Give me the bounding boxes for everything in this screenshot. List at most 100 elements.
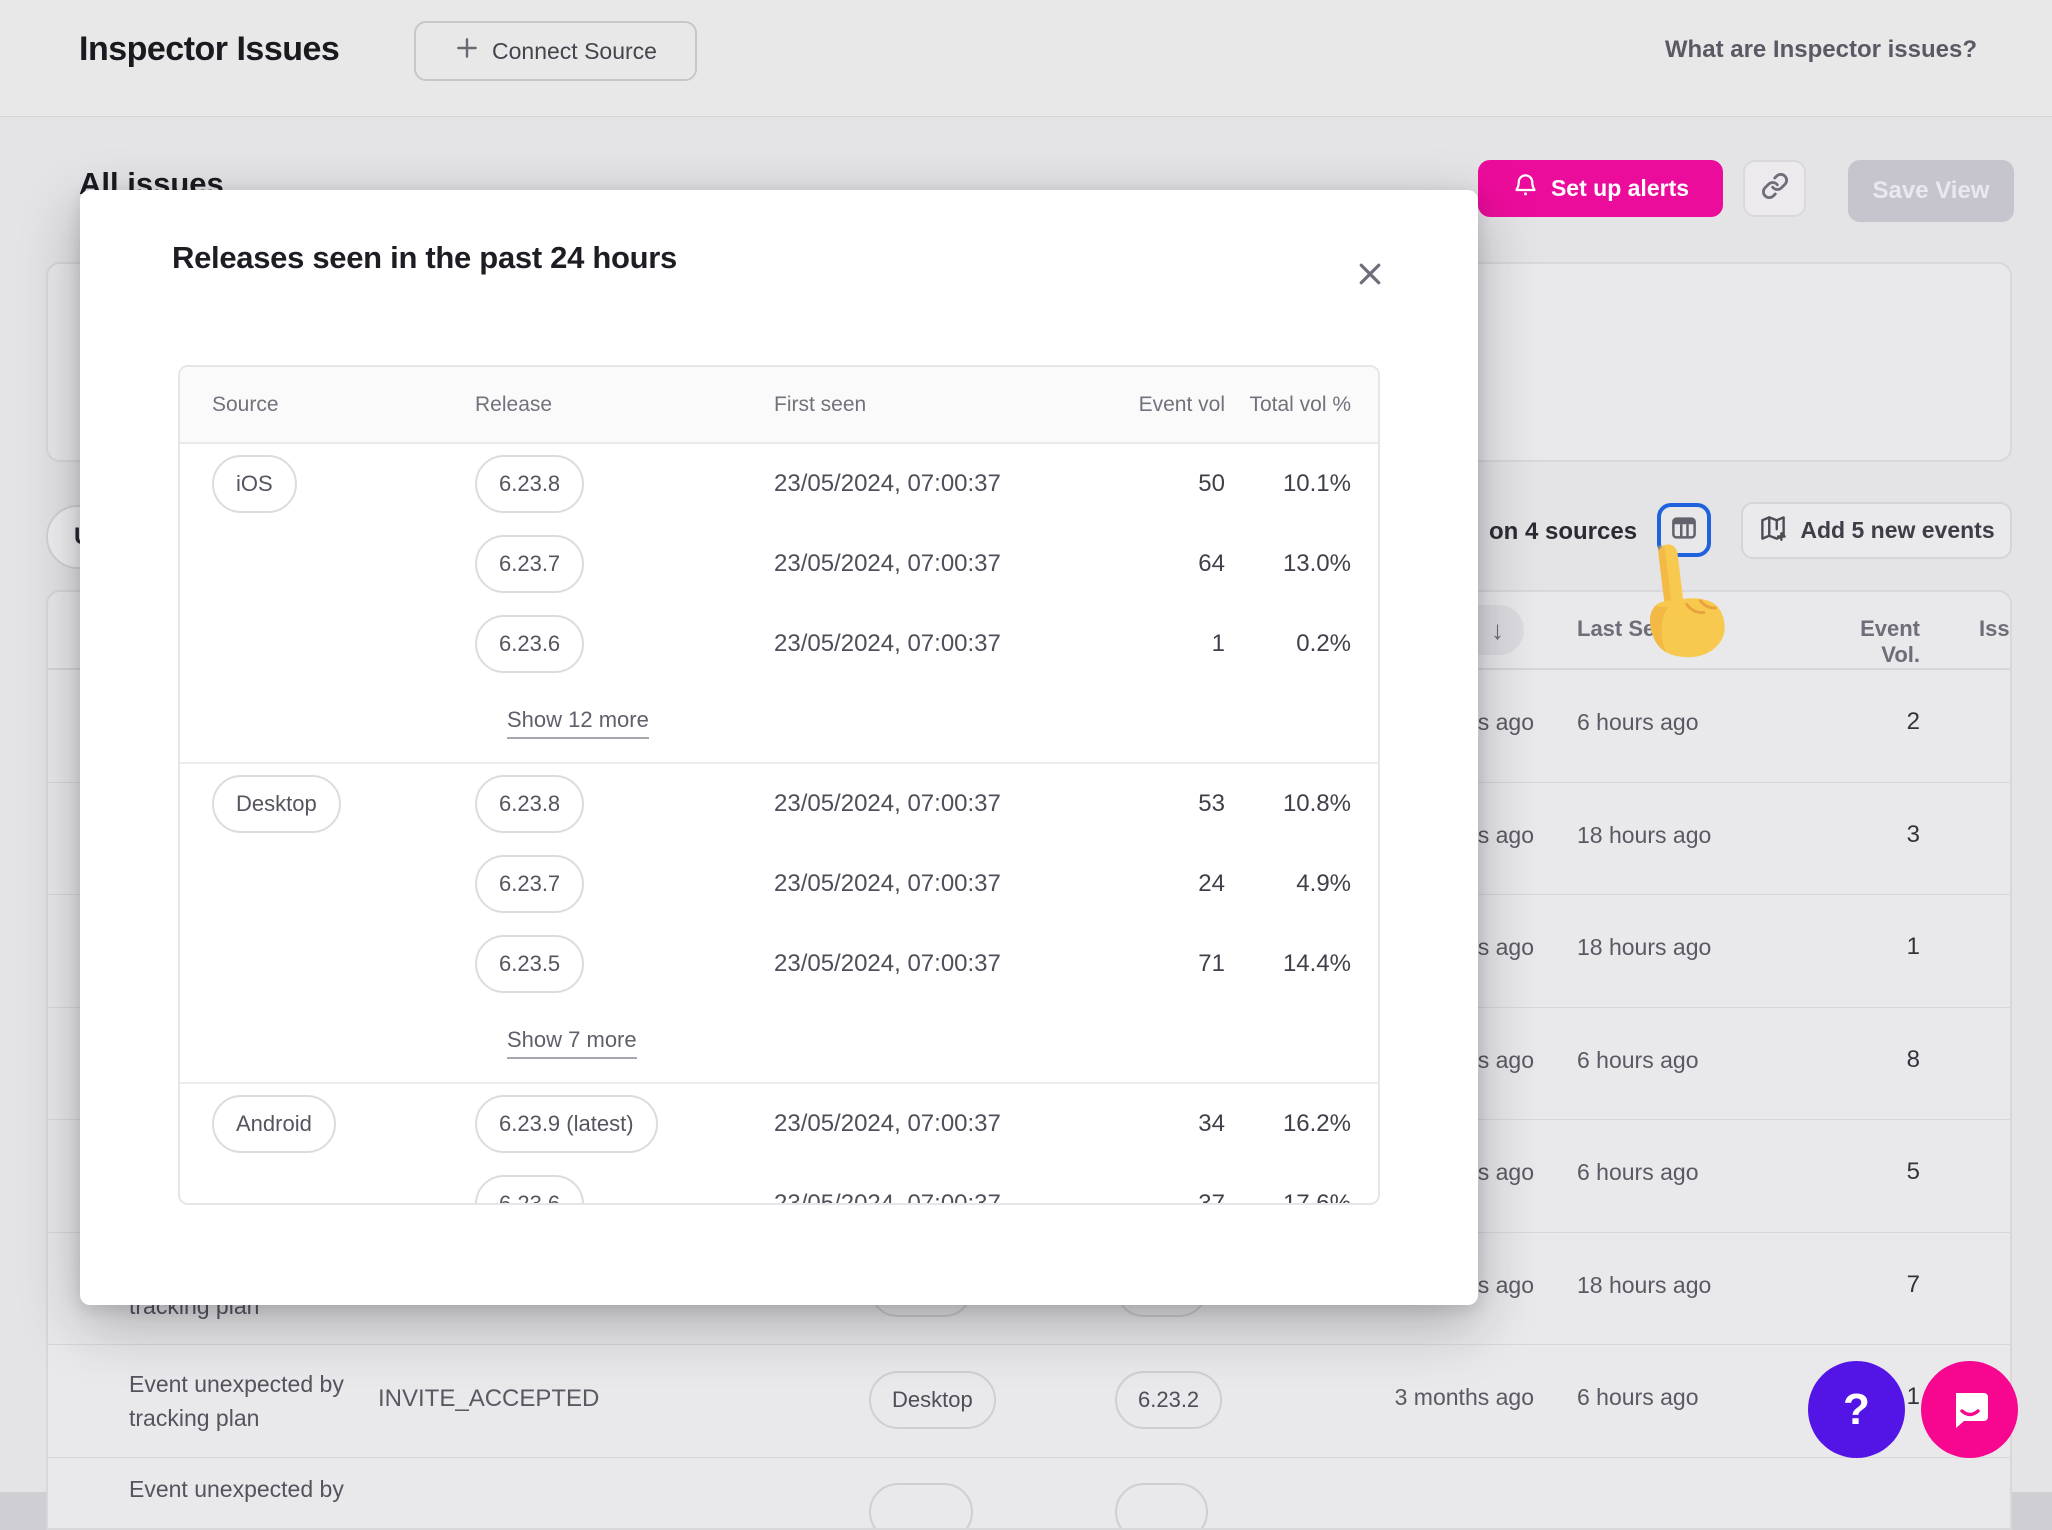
- save-view-label: Save View: [1873, 177, 1990, 205]
- show-more-link[interactable]: Show 12 more: [507, 707, 649, 739]
- issue-event-vol: 3: [1820, 821, 1920, 849]
- table-icon: [1669, 513, 1699, 548]
- col-total-vol: Total vol %: [1225, 393, 1351, 417]
- show-more-link[interactable]: Show 7 more: [507, 1027, 637, 1059]
- release-total-vol: 16.2%: [1225, 1110, 1351, 1138]
- issue-event-vol: 8: [1820, 1046, 1920, 1074]
- modal-title: Releases seen in the past 24 hours: [172, 240, 677, 276]
- issue-last-seen: 18 hours ago: [1577, 822, 1807, 849]
- issue-event-vol: 2: [1820, 708, 1920, 736]
- issue-last-seen: 6 hours ago: [1577, 1159, 1807, 1186]
- issue-event-name: INVITE_ACCEPTED: [378, 1385, 698, 1413]
- release-chip: [1115, 1483, 1208, 1530]
- release-row: 6.23.6 23/05/2024, 07:00:37 1 0.2%: [180, 604, 1378, 684]
- source-chip: Desktop: [212, 775, 341, 833]
- release-chip: 6.23.9 (latest): [475, 1095, 658, 1153]
- release-chip: 6.23.8: [475, 455, 584, 513]
- release-first-seen: 23/05/2024, 07:00:37: [774, 470, 1046, 498]
- on-sources-text: on 4 sources: [1489, 518, 1637, 546]
- release-chip: 6.23.7: [475, 855, 584, 913]
- release-row: 6.23.7 23/05/2024, 07:00:37 64 13.0%: [180, 524, 1378, 604]
- release-event-vol: 71: [1080, 950, 1225, 978]
- sort-desc-icon: ↓: [1491, 615, 1504, 646]
- issue-type: Event unexpected by tracking plan: [129, 1367, 379, 1435]
- release-row: 6.23.7 23/05/2024, 07:00:37 24 4.9%: [180, 844, 1378, 924]
- copy-link-button[interactable]: [1743, 160, 1806, 217]
- issue-row[interactable]: Event unexpected by tracking plan INVITE…: [48, 1345, 2010, 1458]
- release-total-vol: 4.9%: [1225, 870, 1351, 898]
- release-event-vol: 53: [1080, 790, 1225, 818]
- page-title: Inspector Issues: [79, 30, 339, 69]
- releases-table-header: Source Release First seen Event vol Tota…: [180, 367, 1378, 444]
- issue-row[interactable]: Event unexpected by: [48, 1458, 2010, 1530]
- issue-last-seen: 6 hours ago: [1577, 709, 1807, 736]
- issue-type: Event unexpected by: [129, 1472, 379, 1506]
- col-issues[interactable]: Issues: [1979, 616, 2012, 642]
- release-row: iOS 6.23.8 23/05/2024, 07:00:37 50 10.1%: [180, 444, 1378, 524]
- release-chip: 6.23.8: [475, 775, 584, 833]
- map-plus-icon: [1758, 513, 1788, 549]
- release-chip: 6.23.6: [475, 1175, 584, 1205]
- source-chip: Desktop: [869, 1371, 996, 1429]
- release-first-seen: 23/05/2024, 07:00:37: [774, 550, 1046, 578]
- set-up-alerts-button[interactable]: Set up alerts: [1478, 160, 1723, 217]
- connect-source-button[interactable]: Connect Source: [414, 21, 697, 81]
- releases-table: Source Release First seen Event vol Tota…: [178, 365, 1380, 1205]
- release-first-seen: 23/05/2024, 07:00:37: [774, 790, 1046, 818]
- top-bar: Inspector Issues Connect Source What are…: [0, 0, 2052, 117]
- release-event-vol: 24: [1080, 870, 1225, 898]
- release-total-vol: 13.0%: [1225, 550, 1351, 578]
- release-first-seen: 23/05/2024, 07:00:37: [774, 1190, 1046, 1205]
- issue-event-vol: 1: [1820, 933, 1920, 961]
- release-event-vol: 37: [1080, 1190, 1225, 1205]
- release-group-android: Android 6.23.9 (latest) 23/05/2024, 07:0…: [180, 1084, 1378, 1205]
- release-group-desktop: Desktop 6.23.8 23/05/2024, 07:00:37 53 1…: [180, 764, 1378, 1084]
- table-view-button[interactable]: [1657, 503, 1711, 557]
- release-chip: 6.23.5: [475, 935, 584, 993]
- release-row: 6.23.6 23/05/2024, 07:00:37 37 17.6%: [180, 1164, 1378, 1205]
- help-button[interactable]: ?: [1808, 1361, 1905, 1458]
- issue-last-seen: 6 hours ago: [1577, 1047, 1807, 1074]
- close-icon[interactable]: [1352, 256, 1388, 292]
- release-first-seen: 23/05/2024, 07:00:37: [774, 1110, 1046, 1138]
- source-chip: iOS: [212, 455, 297, 513]
- release-event-vol: 64: [1080, 550, 1225, 578]
- connect-source-label: Connect Source: [492, 38, 657, 65]
- source-chip: [869, 1483, 973, 1530]
- release-first-seen: 23/05/2024, 07:00:37: [774, 630, 1046, 658]
- col-event-vol: Event vol: [1080, 393, 1225, 417]
- set-up-alerts-label: Set up alerts: [1551, 175, 1689, 202]
- col-last-seen[interactable]: Last Seen: [1577, 616, 1681, 642]
- release-event-vol: 50: [1080, 470, 1225, 498]
- release-total-vol: 17.6%: [1225, 1190, 1351, 1205]
- issue-last-seen: 18 hours ago: [1577, 1272, 1807, 1299]
- release-row: Android 6.23.9 (latest) 23/05/2024, 07:0…: [180, 1084, 1378, 1164]
- chat-bubble-icon: [1946, 1383, 1994, 1436]
- releases-modal: Releases seen in the past 24 hours Sourc…: [80, 190, 1478, 1305]
- what-are-issues-link[interactable]: What are Inspector issues?: [1665, 36, 1977, 64]
- release-chip: 6.23.7: [475, 535, 584, 593]
- col-event-vol[interactable]: Event Vol.: [1820, 616, 1920, 668]
- issue-first-seen: 3 months ago: [1330, 1384, 1534, 1411]
- release-group-ios: iOS 6.23.8 23/05/2024, 07:00:37 50 10.1%…: [180, 444, 1378, 764]
- release-total-vol: 10.8%: [1225, 790, 1351, 818]
- release-total-vol: 0.2%: [1225, 630, 1351, 658]
- add-new-events-button[interactable]: Add 5 new events: [1741, 502, 2012, 559]
- release-event-vol: 1: [1080, 630, 1225, 658]
- save-view-button[interactable]: Save View: [1848, 160, 2014, 222]
- chat-button[interactable]: [1921, 1361, 2018, 1458]
- add-new-events-label: Add 5 new events: [1800, 517, 1994, 544]
- col-release: Release: [475, 393, 774, 417]
- release-first-seen: 23/05/2024, 07:00:37: [774, 950, 1046, 978]
- col-source: Source: [212, 393, 475, 417]
- col-first-seen: First seen: [774, 393, 1080, 417]
- release-chip: 6.23.6: [475, 615, 584, 673]
- release-row: 6.23.5 23/05/2024, 07:00:37 71 14.4%: [180, 924, 1378, 1004]
- issue-event-vol: 7: [1820, 1271, 1920, 1299]
- release-total-vol: 14.4%: [1225, 950, 1351, 978]
- issue-last-seen: 18 hours ago: [1577, 934, 1807, 961]
- plus-icon: [454, 35, 480, 67]
- release-row: Desktop 6.23.8 23/05/2024, 07:00:37 53 1…: [180, 764, 1378, 844]
- release-first-seen: 23/05/2024, 07:00:37: [774, 870, 1046, 898]
- release-event-vol: 34: [1080, 1110, 1225, 1138]
